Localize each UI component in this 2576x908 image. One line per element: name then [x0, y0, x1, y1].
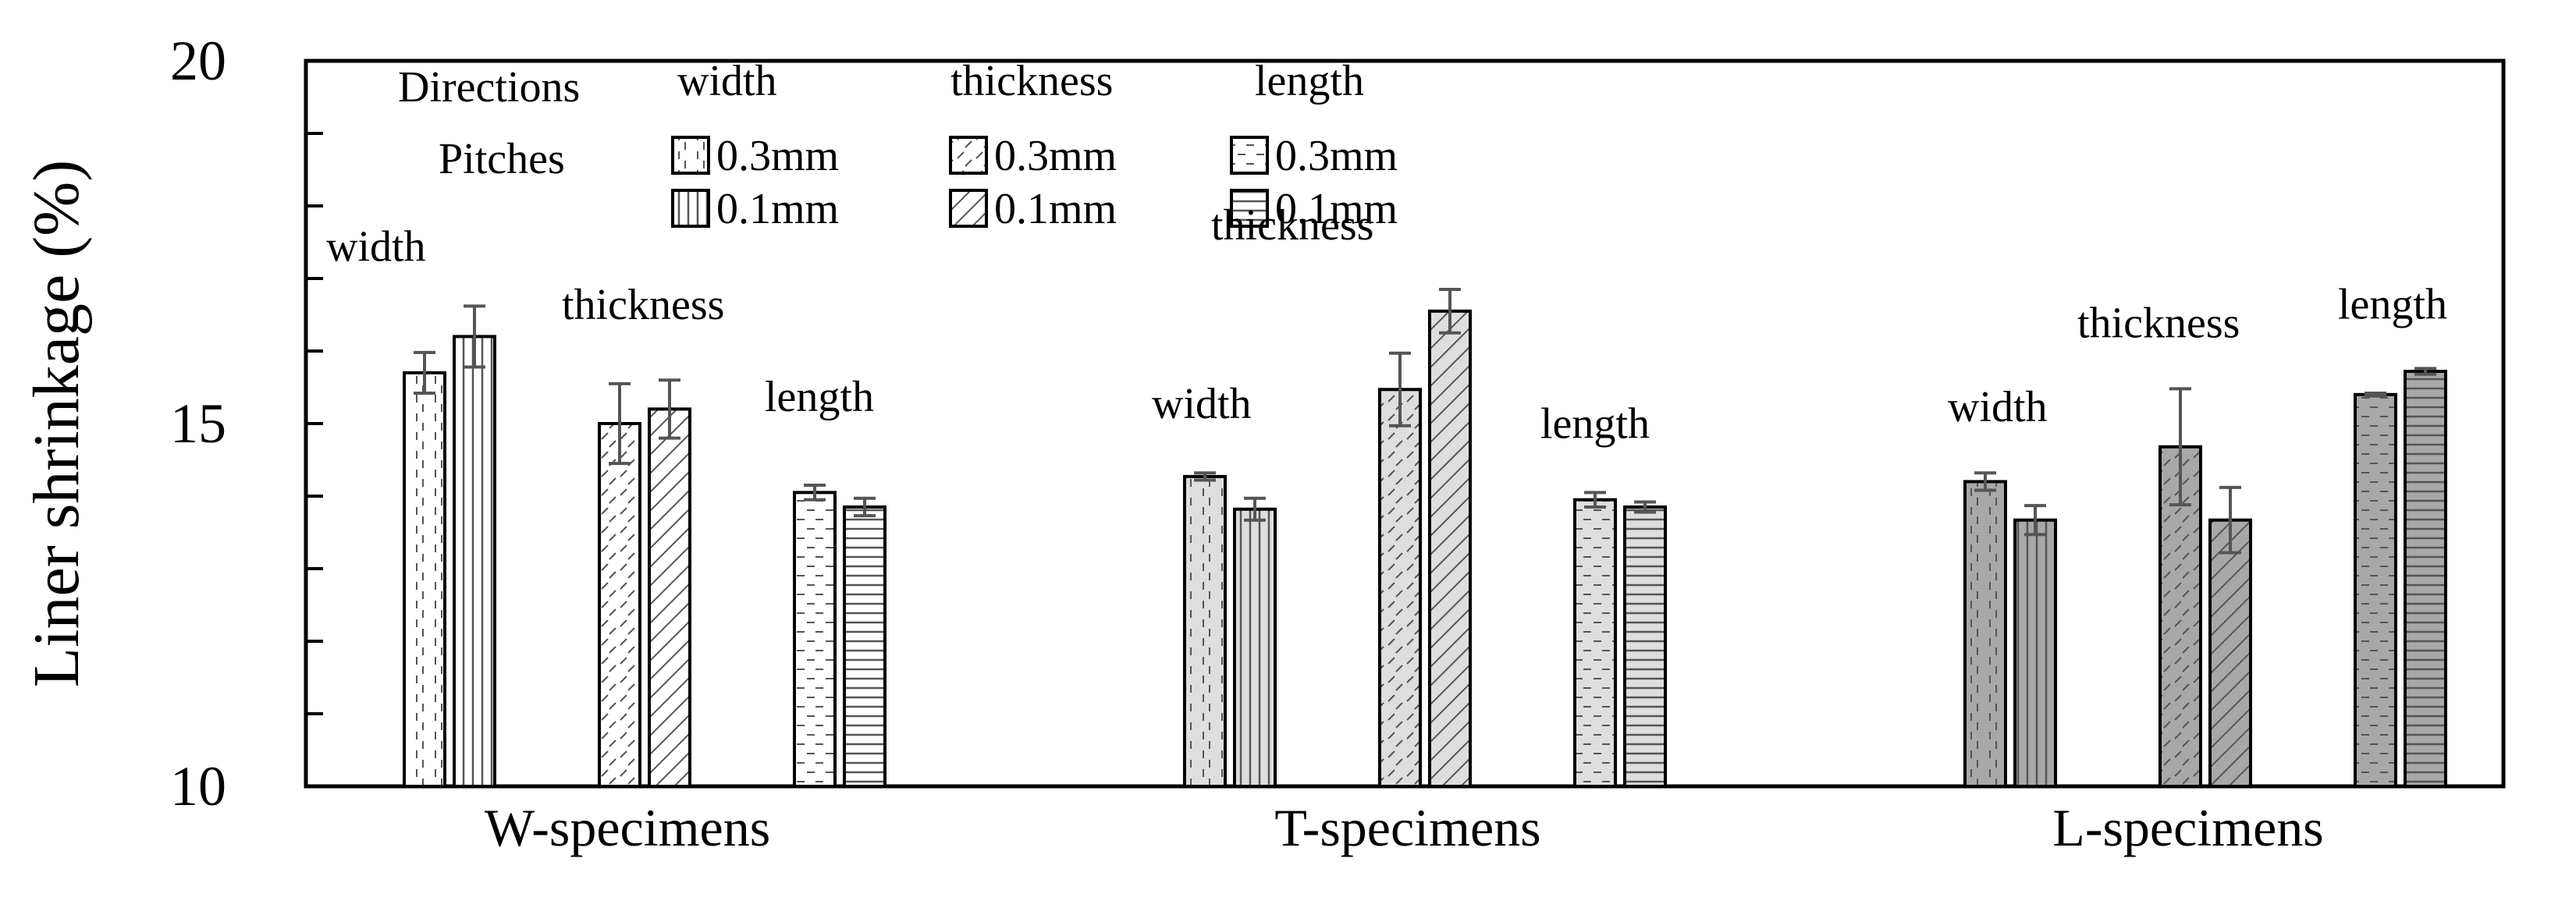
- bars-layer: width thickness length W-specimens width thic…: [326, 201, 2447, 857]
- legend-row-label: Directions: [398, 63, 580, 112]
- bar-pattern: [598, 422, 641, 788]
- direction-label: thickness: [562, 281, 724, 329]
- legend-direction-width: width: [677, 57, 777, 105]
- bar-pattern: [1183, 474, 1227, 788]
- bar-pattern: [2208, 518, 2252, 788]
- y-tick-label: 15: [170, 392, 226, 455]
- legend-item-label: 0.1mm: [1275, 185, 1398, 233]
- legend-direction-length: length: [1255, 57, 1364, 105]
- bar-pattern: [1378, 388, 1422, 788]
- bar-pattern: [403, 371, 446, 788]
- direction-label: thickness: [1211, 201, 1373, 250]
- bar-pattern: [1963, 480, 2007, 789]
- legend-row-label: Pitches: [439, 135, 565, 183]
- bar-pattern: [1233, 507, 1277, 788]
- y-axis: 10 15 20: [170, 30, 323, 818]
- legend: Directions Pitches width 0.3mm 0.1mm thicknes…: [398, 57, 1398, 233]
- direction-label: length: [2338, 280, 2447, 328]
- bar-pattern: [648, 407, 691, 789]
- x-category-label: W-specimens: [485, 798, 770, 857]
- y-axis-label: Liner shrinkage (%): [20, 160, 93, 687]
- legend-swatch-pattern: [949, 189, 988, 228]
- x-category-label: L-specimens: [2052, 798, 2323, 857]
- bar-pattern: [2013, 518, 2057, 788]
- bar-pattern: [1428, 309, 1472, 789]
- legend-swatch-pattern: [671, 136, 710, 175]
- direction-label: width: [1152, 380, 1252, 428]
- direction-label: thickness: [2077, 299, 2240, 347]
- legend-swatch-pattern: [1230, 189, 1269, 228]
- bar-pattern: [843, 505, 886, 788]
- bar-pattern: [2354, 392, 2397, 788]
- legend-swatch-pattern: [949, 136, 988, 175]
- legend-item-label: 0.1mm: [994, 185, 1117, 233]
- bar-pattern: [453, 335, 496, 788]
- legend-item-label: 0.3mm: [716, 132, 839, 180]
- x-category-label: T-specimens: [1274, 798, 1540, 857]
- legend-swatch-pattern: [1230, 136, 1269, 175]
- legend-direction-thickness: thickness: [950, 57, 1113, 105]
- direction-label: width: [326, 222, 426, 271]
- legend-item-label: 0.1mm: [716, 185, 839, 233]
- y-tick-label: 10: [170, 755, 226, 818]
- y-tick-label: 20: [170, 30, 226, 92]
- direction-label: length: [1540, 399, 1650, 448]
- direction-label: length: [765, 373, 874, 421]
- legend-swatch-pattern: [671, 189, 710, 228]
- direction-label: width: [1948, 383, 2048, 431]
- legend-item-label: 0.3mm: [994, 132, 1117, 180]
- bar-pattern: [793, 491, 837, 788]
- bar-pattern: [2404, 370, 2447, 789]
- legend-item-label: 0.3mm: [1275, 132, 1398, 180]
- bar-pattern: [1623, 505, 1667, 788]
- bar-pattern: [1573, 498, 1617, 789]
